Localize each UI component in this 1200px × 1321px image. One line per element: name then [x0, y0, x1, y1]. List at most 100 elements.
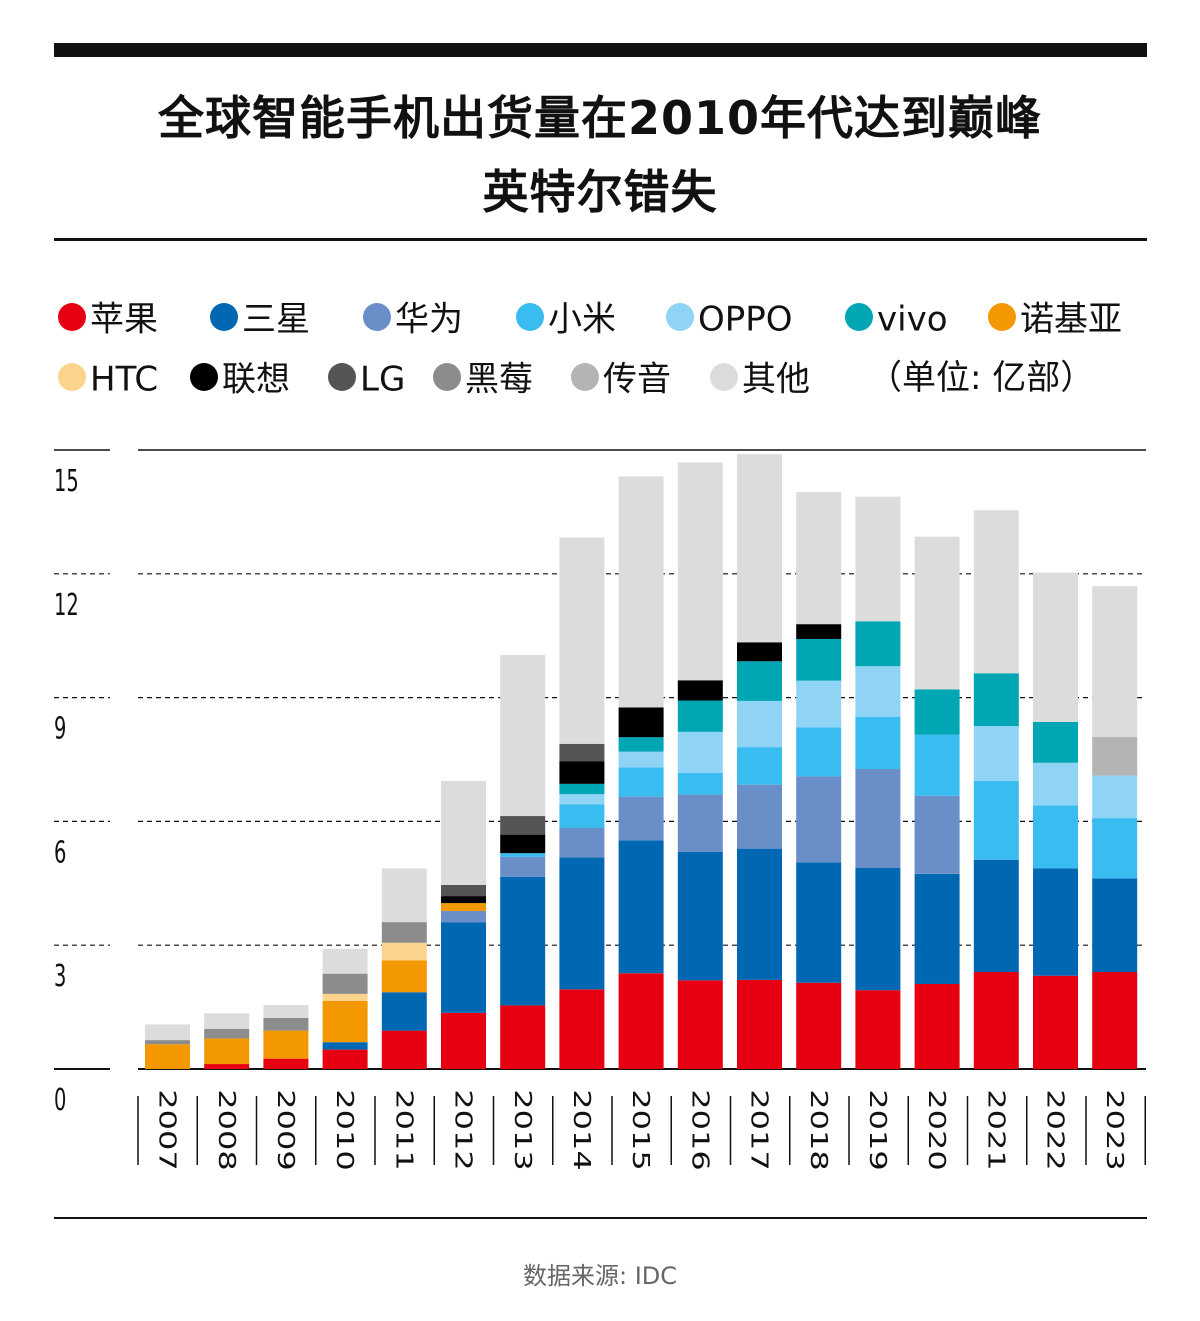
- x-tick-label: 2019: [864, 1089, 891, 1170]
- y-tick-label: 15: [54, 465, 79, 499]
- legend-label: 华为: [395, 299, 463, 340]
- bar-2011-诺基亚: [381, 960, 427, 993]
- bar-2014-苹果: [559, 989, 605, 1069]
- bar-2023-OPPO: [1092, 775, 1138, 819]
- bar-2008-其他: [204, 1013, 250, 1029]
- bar-2019-华为: [855, 768, 901, 869]
- bar-2009-苹果: [263, 1058, 309, 1069]
- x-tick-label: 2008: [213, 1089, 240, 1170]
- bar-2016-三星: [677, 851, 723, 981]
- y-tick-label: 0: [54, 1084, 66, 1118]
- bar-2019-OPPO: [855, 666, 901, 717]
- bar-2019-vivo: [855, 621, 901, 667]
- bar-2022-其他: [1033, 572, 1078, 722]
- bar-2013-苹果: [500, 1005, 546, 1069]
- bar-2008-诺基亚: [204, 1038, 250, 1065]
- bar-2011-黑莓: [381, 922, 427, 943]
- bar-2023-传音: [1092, 736, 1138, 776]
- bar-2021-OPPO: [973, 726, 1019, 781]
- legend-label: 三星: [242, 299, 310, 340]
- bar-2014-联想: [559, 761, 605, 784]
- legend-label: 传音: [603, 359, 671, 400]
- bar-2011-HTC: [381, 942, 427, 961]
- bar-2014-其他: [559, 537, 605, 744]
- x-tick-label: 2017: [746, 1089, 773, 1170]
- y-tick-label: 3: [54, 960, 66, 994]
- bar-2012-联想: [441, 896, 486, 904]
- stacked-bar-chart: 0 3 6 9 12 15 2007 2008 2009 2010 2011 2012 2013 2014…: [54, 449, 1146, 1171]
- bar-2022-三星: [1033, 868, 1078, 976]
- legend-swatch: [988, 302, 1016, 331]
- bar-2010-苹果: [322, 1049, 368, 1069]
- bar-2007-其他: [145, 1024, 190, 1041]
- legend-swatch: [571, 362, 599, 391]
- x-tick-label: 2014: [568, 1089, 595, 1170]
- bar-2021-小米: [973, 780, 1019, 860]
- bar-2015-小米: [618, 767, 664, 797]
- bar-2021-苹果: [973, 972, 1019, 1069]
- legend-label: vivo: [877, 299, 948, 340]
- bar-2009-其他: [263, 1005, 309, 1018]
- legend-item-7: HTC: [58, 356, 158, 400]
- bar-2015-OPPO: [618, 751, 664, 768]
- bar-2020-vivo: [914, 689, 960, 735]
- legend-label: OPPO: [698, 299, 793, 340]
- bar-2021-其他: [973, 510, 1019, 674]
- bar-2016-苹果: [677, 980, 723, 1069]
- bar-2018-华为: [796, 776, 842, 863]
- bar-2012-诺基亚: [441, 903, 486, 911]
- bar-2022-苹果: [1033, 975, 1078, 1069]
- legend-swatch: [433, 362, 461, 391]
- bar-2015-其他: [618, 476, 664, 708]
- legend-swatch: [363, 302, 391, 331]
- bar-2008-苹果: [204, 1064, 250, 1069]
- title-divider: [54, 238, 1147, 241]
- y-tick-label: 12: [54, 588, 79, 622]
- legend-label: 苹果: [90, 299, 158, 340]
- top-rule: [54, 43, 1147, 57]
- legend-swatch: [328, 362, 356, 391]
- bar-2013-联想: [500, 834, 546, 854]
- bar-2018-OPPO: [796, 680, 842, 728]
- bar-2016-OPPO: [677, 731, 723, 773]
- legend-item-1: 三星: [210, 296, 310, 340]
- legend-swatch: [666, 302, 694, 331]
- legend-item-2: 华为: [363, 296, 463, 340]
- x-tick-label: 2013: [509, 1089, 536, 1170]
- bar-2017-OPPO: [737, 700, 782, 748]
- bar-2018-三星: [796, 862, 842, 983]
- bar-2011-三星: [381, 992, 427, 1031]
- bar-2014-三星: [559, 857, 605, 990]
- bar-2022-小米: [1033, 805, 1078, 869]
- unit-note: （单位: 亿部）: [868, 358, 1095, 398]
- bar-2020-华为: [914, 795, 960, 874]
- bar-2010-HTC: [322, 993, 368, 1001]
- y-tick-label: 6: [54, 836, 66, 870]
- bar-2013-华为: [500, 856, 546, 877]
- bar-2011-苹果: [381, 1030, 427, 1069]
- bar-2007-诺基亚: [145, 1044, 190, 1069]
- bar-2010-其他: [322, 948, 368, 974]
- bottom-rule: [54, 1217, 1147, 1219]
- legend-swatch: [845, 302, 873, 331]
- x-tick-label: 2020: [923, 1089, 950, 1170]
- bar-2023-苹果: [1092, 972, 1138, 1069]
- bar-2021-三星: [973, 859, 1019, 973]
- bar-2015-苹果: [618, 973, 664, 1069]
- legend-label: 黑莓: [465, 359, 533, 400]
- bar-2009-黑莓: [263, 1017, 309, 1031]
- bar-2023-其他: [1092, 586, 1138, 737]
- x-tick-label: 2023: [1101, 1089, 1128, 1170]
- bar-2017-三星: [737, 848, 782, 980]
- bar-2013-小米: [500, 853, 546, 857]
- bar-2018-小米: [796, 727, 842, 777]
- legend-item-8: 联想: [190, 356, 290, 400]
- bar-2016-联想: [677, 680, 723, 701]
- bar-2019-小米: [855, 717, 901, 769]
- x-tick-label: 2016: [687, 1089, 714, 1170]
- legend-swatch: [58, 302, 86, 331]
- legend-label: 联想: [222, 359, 290, 400]
- legend-item-0: 苹果: [58, 296, 158, 340]
- bar-2020-小米: [914, 734, 960, 796]
- legend-label: 小米: [548, 299, 616, 340]
